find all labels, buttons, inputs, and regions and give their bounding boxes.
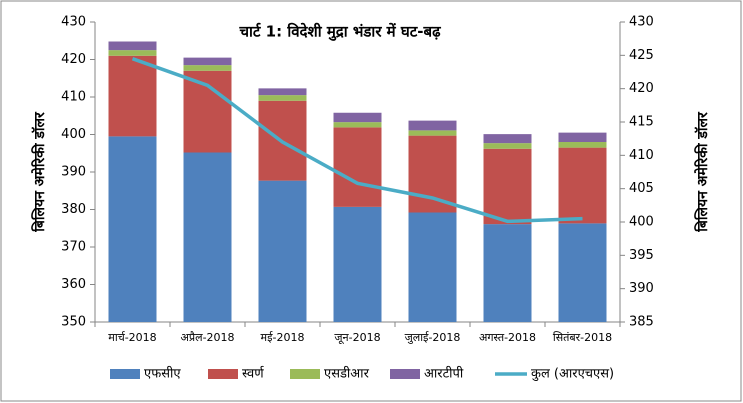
bar-segment	[183, 152, 232, 322]
bar-segment	[408, 212, 457, 322]
x-tick-label: अप्रैल-2018	[180, 331, 234, 344]
legend-swatch	[390, 369, 420, 379]
bar-segment	[108, 136, 157, 322]
x-tick-label: मई-2018	[261, 331, 305, 344]
bar-segment	[333, 127, 382, 207]
x-tick-label: अगस्त-2018	[479, 331, 536, 344]
total-line	[131, 57, 583, 224]
y-tick-label: 430	[61, 15, 86, 30]
y2-tick-label: 410	[629, 148, 654, 163]
bar-segment	[483, 224, 532, 322]
y2-tick-label: 415	[629, 115, 654, 130]
y-tick-label: 410	[61, 90, 86, 105]
legend-label: कुल (आरएचएस)	[531, 367, 614, 382]
bar-segment	[333, 112, 382, 123]
y-tick-label: 390	[61, 165, 86, 180]
y2-tick-label: 395	[629, 248, 654, 263]
y-axis-label: बिलियन अमेरिकी डॉलर	[31, 111, 48, 233]
y2-tick-label: 405	[629, 181, 654, 196]
chart-title: चार्ट 1: विदेशी मुद्रा भंडार में घट-बढ़	[238, 23, 441, 42]
bar-segment	[183, 57, 232, 66]
bar-segment	[483, 143, 532, 149]
legend-label: आरटीपी	[424, 366, 464, 382]
y-tick-label: 350	[61, 315, 86, 330]
bar-segment	[108, 55, 157, 137]
y-tick-label: 380	[61, 202, 86, 217]
bar-segment	[408, 130, 457, 136]
y2-tick-label: 430	[629, 15, 654, 30]
bar-segment	[333, 122, 382, 128]
x-tick-label: जुलाई-2018	[405, 331, 461, 344]
y-tick-label: 420	[61, 52, 86, 67]
y2-tick-label: 385	[629, 315, 654, 330]
x-tick-label: मार्च-2018	[108, 331, 156, 344]
legend-label: स्वर्ण	[242, 366, 265, 382]
bar-segment	[483, 148, 532, 225]
y2-tick-label: 425	[629, 48, 654, 63]
bar-segment	[408, 135, 457, 213]
x-tick-label: जून-2018	[334, 331, 380, 345]
y-tick-label: 360	[61, 277, 86, 292]
bar-segment	[258, 180, 307, 322]
y2-axis-label: बिलियन अमेरिकी डॉलर	[694, 111, 711, 233]
bar-segment	[558, 142, 607, 148]
bar-segment	[108, 41, 157, 51]
bar-segment	[258, 88, 307, 96]
y2-tick-label: 420	[629, 81, 654, 96]
bar-segment	[483, 134, 532, 144]
y2-tick-label: 390	[629, 281, 654, 296]
bar-segment	[558, 147, 607, 224]
legend-swatch	[208, 369, 238, 379]
bar-segment	[183, 70, 232, 153]
legend-label: एफसीए	[144, 366, 181, 382]
x-tick-label: सितंबर-2018	[553, 331, 612, 344]
legend-label: एसडीआर	[324, 366, 370, 382]
bar-segment	[258, 95, 307, 101]
bar-segment	[333, 206, 382, 322]
legend-swatch	[290, 369, 320, 379]
y-tick-label: 370	[61, 240, 86, 255]
y-tick-label: 400	[61, 127, 86, 142]
legend-swatch	[110, 369, 140, 379]
bar-segment	[558, 132, 607, 142]
bar-segment	[558, 223, 607, 322]
y2-tick-label: 400	[629, 215, 654, 230]
bar-segment	[408, 120, 457, 131]
bar-segment	[183, 65, 232, 71]
bar-segment	[108, 50, 157, 56]
